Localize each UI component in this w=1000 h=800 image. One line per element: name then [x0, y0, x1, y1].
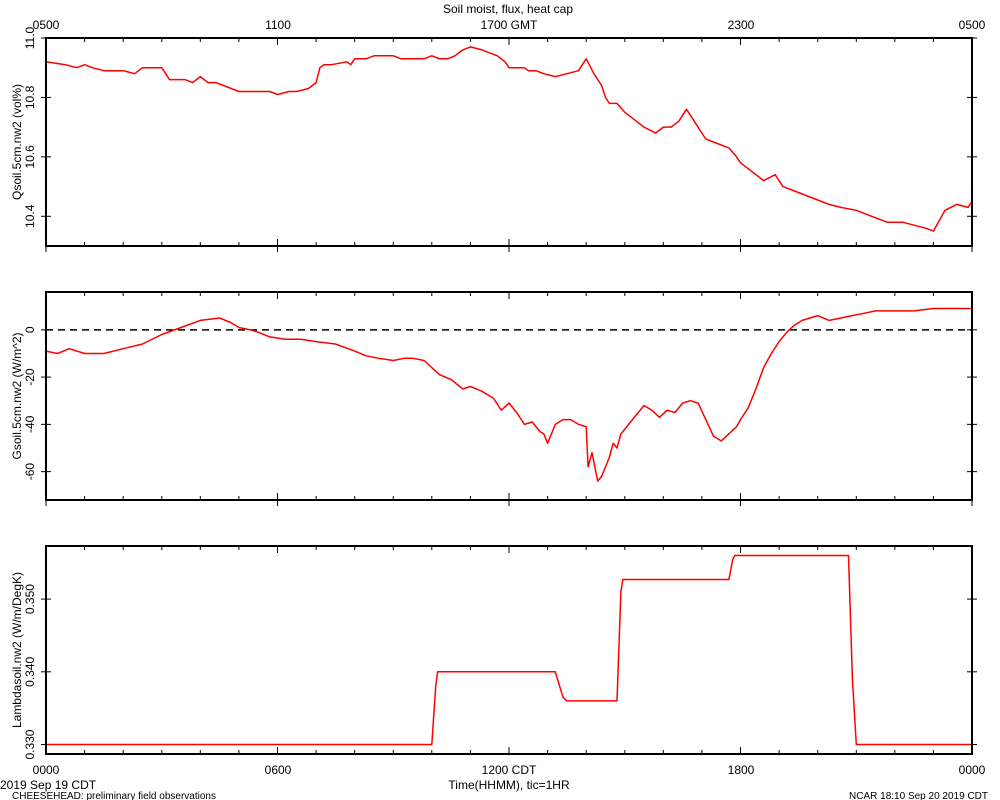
chart-title: Soil moist, flux, heat cap	[443, 2, 573, 16]
panel-1-marks: 10.4 10.6 10.8 11.0 Qsoil.5cm.nw2 (vol%)	[10, 26, 977, 252]
top-tick-label: 2300	[728, 18, 755, 32]
y-tick-label: 0.350	[23, 584, 37, 614]
series-line	[45, 307, 972, 482]
top-time-axis: 0500 1100 1700 GMT 2300 0500	[33, 18, 986, 32]
y-axis-label: Gsoil.5cm.nw2 (W/m^2)	[10, 333, 24, 460]
y-tick-label: -60	[23, 463, 37, 481]
bottom-time-axis: 0000 0600 1200 CDT 1800 0000 Time(HHMM),…	[33, 763, 986, 792]
panel-1-frame	[45, 37, 973, 247]
y-tick-label: 11.0	[23, 26, 37, 49]
y-tick-label: 10.6	[23, 145, 37, 169]
series-line	[45, 46, 973, 232]
footer-date: 2019 Sep 19 CDT	[0, 778, 97, 792]
bottom-tick-label: 1200 CDT	[482, 763, 537, 777]
x-axis-label: Time(HHMM), tic=1HR	[448, 778, 570, 792]
panel-3-frame	[45, 545, 973, 755]
y-tick-label: 0	[23, 326, 37, 333]
footer: 2019 Sep 19 CDT CHEESEHEAD: preliminary …	[0, 778, 988, 800]
bottom-tick-label: 1800	[728, 763, 755, 777]
y-axis-label: Lambdasoil.nw2 (W/m/DegK)	[10, 572, 24, 728]
footer-stamp: NCAR 18:10 Sep 20 2019 CDT	[849, 791, 988, 800]
panel-2-frame	[45, 291, 973, 501]
series-line	[46, 554, 972, 746]
y-tick-label: -40	[23, 415, 37, 433]
y-tick-label: 10.8	[23, 85, 37, 109]
y-tick-label: 0.340	[23, 656, 37, 686]
top-tick-label: 1700 GMT	[481, 18, 538, 32]
bottom-tick-label: 0000	[33, 763, 60, 777]
y-tick-label: 10.4	[23, 204, 37, 228]
bottom-tick-label: 0600	[265, 763, 292, 777]
top-tick-label: 0500	[959, 18, 986, 32]
panel-soil-moisture: 10.4 10.6 10.8 11.0 Qsoil.5cm.nw2 (vol%)	[10, 26, 977, 252]
top-tick-label: 0500	[33, 18, 60, 32]
footer-project: CHEESEHEAD: preliminary field observatio…	[12, 791, 216, 800]
y-tick-label: -20	[23, 368, 37, 386]
bottom-tick-label: 0000	[959, 763, 986, 777]
top-tick-label: 1100	[265, 18, 291, 32]
y-axis-label: Qsoil.5cm.nw2 (vol%)	[10, 84, 24, 200]
y-tick-label: 0.330	[23, 729, 37, 759]
